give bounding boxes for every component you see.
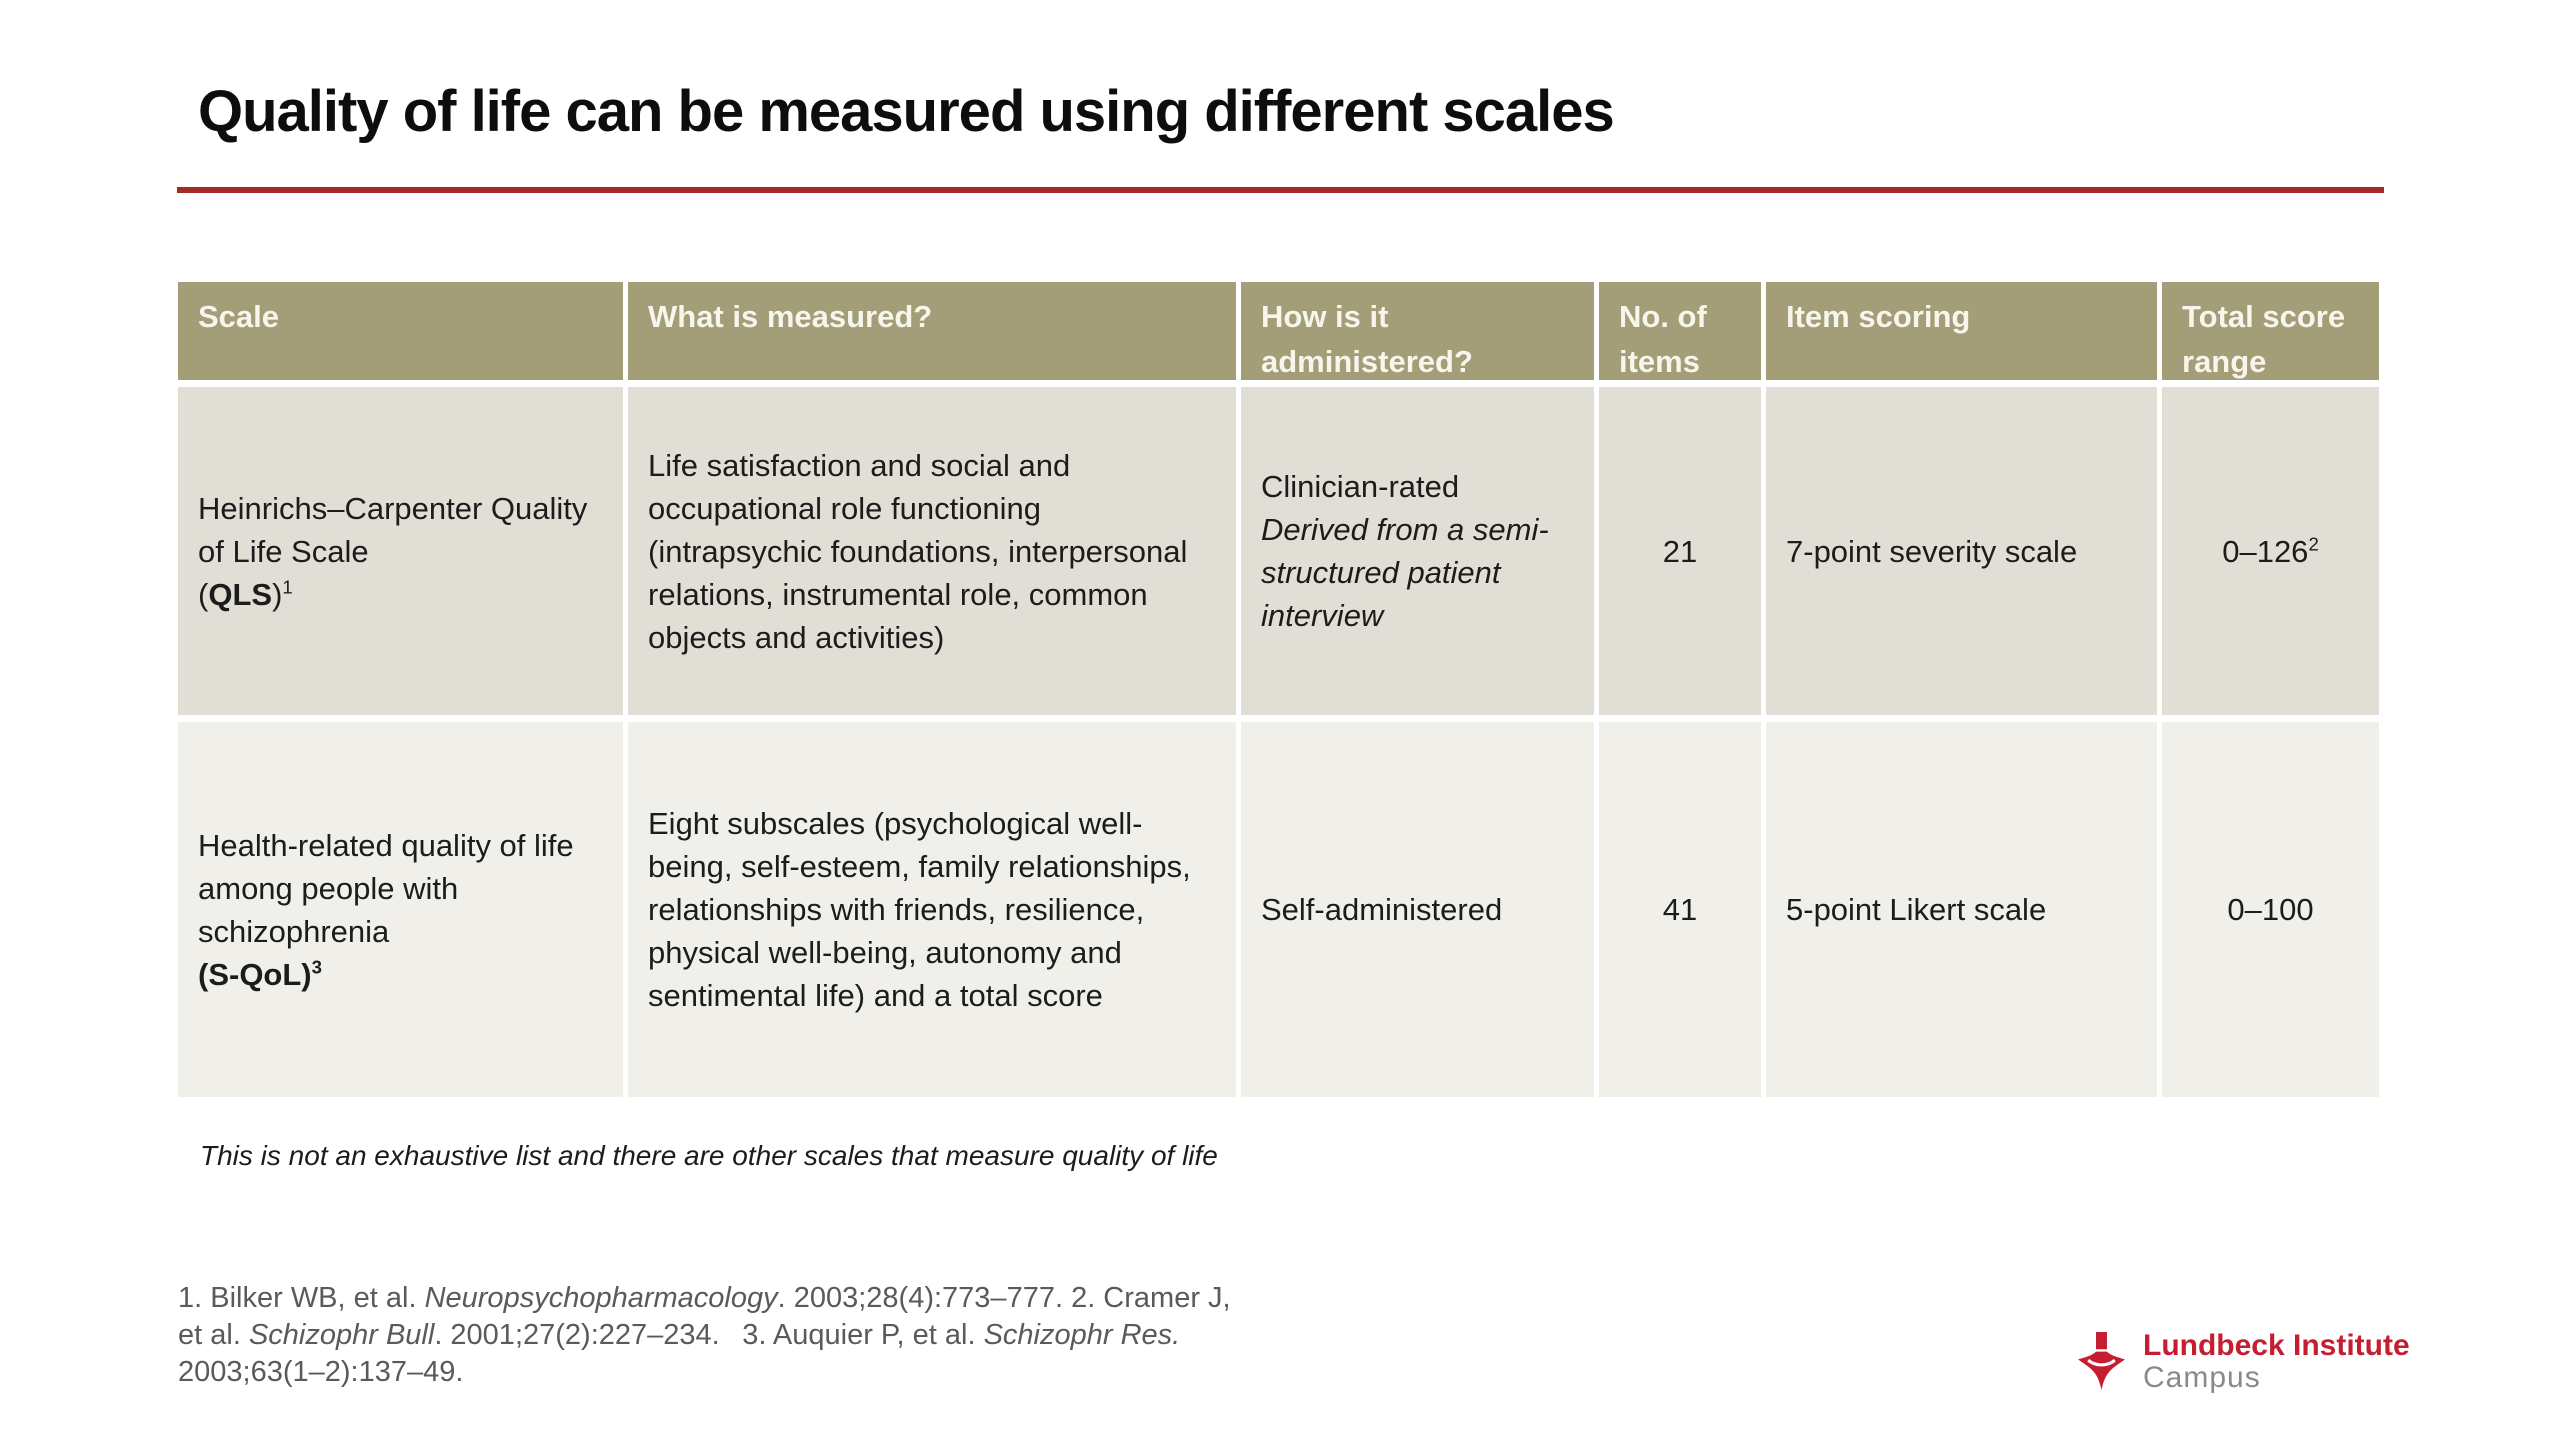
cell-range-row1: 0–1262 xyxy=(2162,387,2379,715)
cell-scale-row2: Health-related quality of life among peo… xyxy=(178,722,623,1097)
title-divider-rule xyxy=(177,187,2384,193)
header-cell-total-score-range: Total score range xyxy=(2162,282,2379,380)
page-title: Quality of life can be measured using di… xyxy=(198,79,1615,144)
header-cell-how-administered: How is it administered? xyxy=(1241,282,1594,380)
scale-name-sqol: Health-related quality of life among peo… xyxy=(198,827,574,992)
cell-administered-row2: Self-administered xyxy=(1241,722,1594,1097)
logo-institute-label: Lundbeck Institute xyxy=(2143,1329,2410,1362)
logo-campus-label: Campus xyxy=(2143,1361,2261,1394)
header-cell-no-of-items: No. of items xyxy=(1599,282,1761,380)
cell-items-row2: 41 xyxy=(1599,722,1761,1097)
lundbeck-logo-text: Lundbeck Institute Campus xyxy=(2143,1330,2410,1394)
header-cell-scale: Scale xyxy=(178,282,623,380)
reference-line-3: 2003;63(1–2):137–49. xyxy=(178,1356,464,1388)
cell-scoring-row2: 5-point Likert scale xyxy=(1766,722,2157,1097)
scale-name-qls: Heinrichs–Carpenter Quality of Life Scal… xyxy=(198,490,588,612)
cell-items-row1: 21 xyxy=(1599,387,1761,715)
cell-scoring-row1: 7-point severity scale xyxy=(1766,387,2157,715)
lundbeck-logo-icon xyxy=(2078,1332,2125,1390)
cell-scale-row1: Heinrichs–Carpenter Quality of Life Scal… xyxy=(178,387,623,715)
scales-table: Scale What is measured? How is it admini… xyxy=(178,282,2379,1097)
cell-administered-row1: Clinician-rated Derived from a semi-stru… xyxy=(1241,387,1594,715)
references: 1. Bilker WB, et al. Neuropsychopharmaco… xyxy=(178,1280,1231,1391)
cell-measured-row2: Eight subscales (psychological well-bein… xyxy=(628,722,1236,1097)
header-cell-item-scoring: Item scoring xyxy=(1766,282,2157,380)
header-cell-what-is-measured: What is measured? xyxy=(628,282,1236,380)
reference-line-1: 1. Bilker WB, et al. Neuropsychopharmaco… xyxy=(178,1282,1231,1314)
reference-line-2: et al. Schizophr Bull. 2001;27(2):227–23… xyxy=(178,1319,1181,1351)
cell-measured-row1: Life satisfaction and social and occupat… xyxy=(628,387,1236,715)
cell-range-row2: 0–100 xyxy=(2162,722,2379,1097)
footnote-disclaimer: This is not an exhaustive list and there… xyxy=(200,1140,1218,1171)
lundbeck-logo: Lundbeck Institute Campus xyxy=(2078,1330,2410,1394)
